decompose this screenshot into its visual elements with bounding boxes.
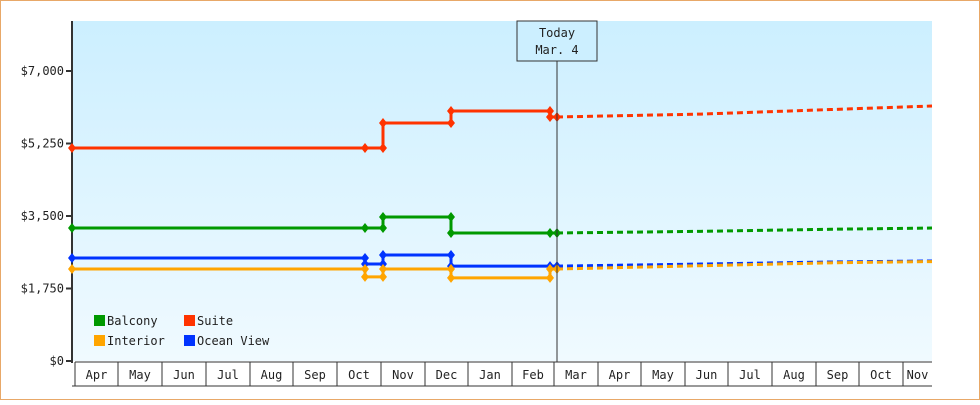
x-tick-label: Jun (696, 368, 718, 382)
x-tick-label: Jan (479, 368, 501, 382)
x-tick-label: Aug (261, 368, 283, 382)
x-tick-label: Mar (565, 368, 587, 382)
x-tick-label: Aug (783, 368, 805, 382)
y-tick-label: $5,250 (21, 137, 64, 151)
x-tick-label: Jun (173, 368, 195, 382)
legend-label: Suite (197, 314, 233, 328)
x-tick-label: Sep (304, 368, 326, 382)
legend-swatch (94, 315, 105, 326)
forecast-line-interior (556, 260, 933, 271)
y-tick-label: $7,000 (21, 64, 64, 78)
x-tick-label: Oct (348, 368, 370, 382)
series-lines (68, 104, 933, 283)
legend-swatch (184, 315, 195, 326)
forecast-line-balcony (556, 226, 933, 235)
x-tick-label: Jul (217, 368, 239, 382)
today-date: Mar. 4 (535, 43, 578, 57)
y-axis: $0 $1,750 $3,500 $5,250 $7,000 (21, 21, 73, 368)
x-tick-label: Oct (870, 368, 892, 382)
x-tick-label: Nov (907, 368, 929, 382)
legend-label: Ocean View (197, 334, 270, 348)
x-tick-label: Jul (739, 368, 761, 382)
x-tick-label: Apr (609, 368, 631, 382)
forecast-line-suite (556, 104, 933, 119)
y-tick-label: $0 (50, 354, 64, 368)
legend: Balcony Suite Interior Ocean View (94, 314, 270, 348)
legend-label: Balcony (107, 314, 158, 328)
legend-label: Interior (107, 334, 165, 348)
plot-area (72, 21, 932, 361)
y-tick-label: $3,500 (21, 209, 64, 223)
x-tick-label: Feb (522, 368, 544, 382)
x-tick-label: Apr (86, 368, 108, 382)
legend-swatch (94, 335, 105, 346)
x-tick-label: May (652, 368, 674, 382)
x-tick-label: May (129, 368, 151, 382)
y-tick-label: $1,750 (21, 282, 64, 296)
today-marker: Today Mar. 4 (516, 20, 598, 362)
legend-swatch (184, 335, 195, 346)
x-tick-label: Sep (827, 368, 849, 382)
x-tick-label: Nov (392, 368, 414, 382)
today-label: Today (539, 26, 575, 40)
x-axis: Apr May Jun Jul Aug Sep Oct Nov Dec Jan Feb Mar Apr M… (72, 361, 932, 387)
x-tick-label: Dec (436, 368, 458, 382)
